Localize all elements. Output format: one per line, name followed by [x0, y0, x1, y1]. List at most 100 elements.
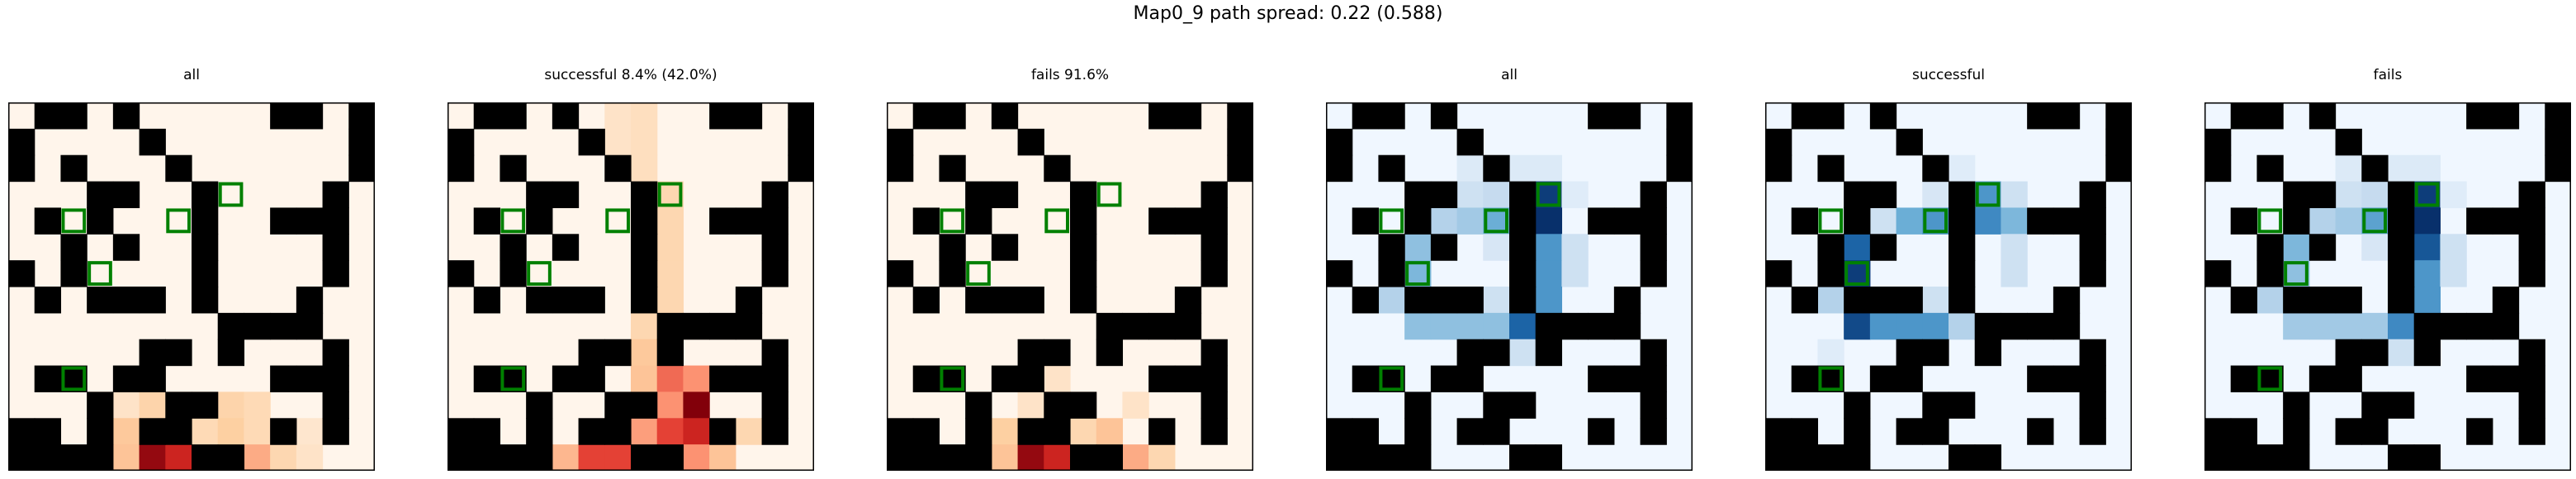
wall-cell: [2027, 102, 2054, 130]
heatmap-svg: [1765, 102, 2132, 471]
goal-marker: [1923, 208, 1948, 234]
wall-cell: [1326, 128, 1353, 156]
wall-cell: [1044, 154, 1071, 183]
wall-cell: [447, 128, 475, 156]
wall-cell: [1352, 102, 1380, 130]
wall-cell: [2388, 444, 2415, 471]
wall-cell: [165, 418, 192, 445]
wall-cell: [1122, 312, 1149, 340]
wall-cell: [2308, 287, 2337, 314]
wall-cell: [296, 287, 324, 314]
heatmap-plot: [8, 102, 375, 471]
wall-cell: [1326, 444, 1353, 471]
wall-cell: [2492, 365, 2520, 393]
wall-cell: [939, 260, 966, 287]
wall-cell: [1666, 154, 1693, 183]
heat-cell: [1096, 418, 1124, 445]
wall-cell: [1765, 444, 1792, 471]
wall-cell: [1535, 444, 1563, 471]
wall-cell: [1174, 207, 1202, 235]
wall-cell: [2027, 365, 2054, 393]
wall-cell: [578, 128, 605, 156]
heat-cell: [1430, 312, 1458, 340]
wall-cell: [1326, 154, 1353, 183]
wall-cell: [2361, 391, 2389, 419]
wall-cell: [2466, 312, 2493, 340]
heat-cell: [1044, 365, 1071, 393]
wall-cell: [1404, 444, 1432, 471]
wall-cell: [1456, 365, 1484, 393]
wall-cell: [270, 312, 297, 340]
heat-cell: [991, 444, 1019, 471]
wall-cell: [2079, 260, 2106, 287]
wall-cell: [1640, 391, 1667, 419]
goal-marker: [166, 208, 191, 234]
wall-cell: [1844, 444, 1871, 471]
goal-marker: [657, 182, 683, 207]
wall-cell: [1483, 154, 1510, 183]
wall-cell: [87, 444, 114, 471]
heat-cell: [112, 444, 140, 471]
wall-cell: [1949, 260, 1976, 287]
wall-cell: [2079, 234, 2106, 261]
heat-cell: [112, 418, 140, 445]
heat-cell: [2335, 312, 2362, 340]
heat-cell: [2256, 287, 2284, 314]
wall-cell: [1456, 418, 1484, 445]
wall-cell: [1974, 312, 2002, 340]
wall-cell: [1174, 287, 1202, 314]
wall-cell: [631, 444, 658, 471]
wall-cell: [2388, 287, 2415, 314]
wall-cell: [1640, 339, 1667, 367]
heat-cell: [1509, 339, 1537, 367]
figure-title: Map0_9 path spread: 0.22 (0.588): [1133, 3, 1443, 24]
heat-cell: [165, 444, 192, 471]
wall-cell: [473, 365, 501, 393]
wall-cell: [2079, 418, 2106, 445]
wall-cell: [2204, 444, 2232, 471]
wall-cell: [1352, 418, 1380, 445]
heat-cell: [1456, 154, 1484, 183]
wall-cell: [112, 181, 140, 209]
wall-cell: [965, 181, 992, 209]
wall-cell: [1613, 312, 1641, 340]
wall-cell: [1096, 312, 1124, 340]
plot-frame: [1765, 102, 2132, 471]
heat-cell: [683, 391, 710, 419]
wall-cell: [1352, 444, 1380, 471]
wall-cell: [2308, 234, 2337, 261]
wall-cell: [2308, 181, 2337, 209]
wall-cell: [192, 207, 219, 235]
wall-cell: [604, 339, 632, 367]
wall-cell: [217, 444, 245, 471]
panel-title: successful: [1912, 67, 1985, 83]
heat-cell: [1869, 207, 1897, 235]
wall-cell: [139, 339, 166, 367]
wall-cell: [322, 234, 349, 261]
wall-cell: [8, 418, 36, 445]
wall-cell: [578, 365, 605, 393]
wall-cell: [1326, 260, 1353, 287]
wall-cell: [631, 287, 658, 314]
heat-cell: [2308, 207, 2337, 235]
wall-cell: [60, 444, 88, 471]
wall-cell: [1666, 128, 1693, 156]
wall-cell: [656, 312, 684, 340]
heat-cell: [1535, 287, 1563, 314]
wall-cell: [8, 444, 36, 471]
heat-cell: [1869, 312, 1897, 340]
wall-cell: [322, 207, 349, 235]
wall-cell: [1044, 418, 1071, 445]
wall-cell: [1404, 207, 1432, 235]
wall-cell: [447, 260, 475, 287]
goal-marker: [1044, 208, 1069, 234]
wall-cell: [1509, 234, 1537, 261]
wall-cell: [526, 418, 553, 445]
wall-cell: [2545, 102, 2571, 130]
wall-cell: [709, 312, 736, 340]
wall-cell: [887, 260, 914, 287]
wall-cell: [2492, 312, 2520, 340]
wall-cell: [1148, 207, 1176, 235]
wall-cell: [270, 365, 297, 393]
wall-cell: [1200, 339, 1228, 367]
